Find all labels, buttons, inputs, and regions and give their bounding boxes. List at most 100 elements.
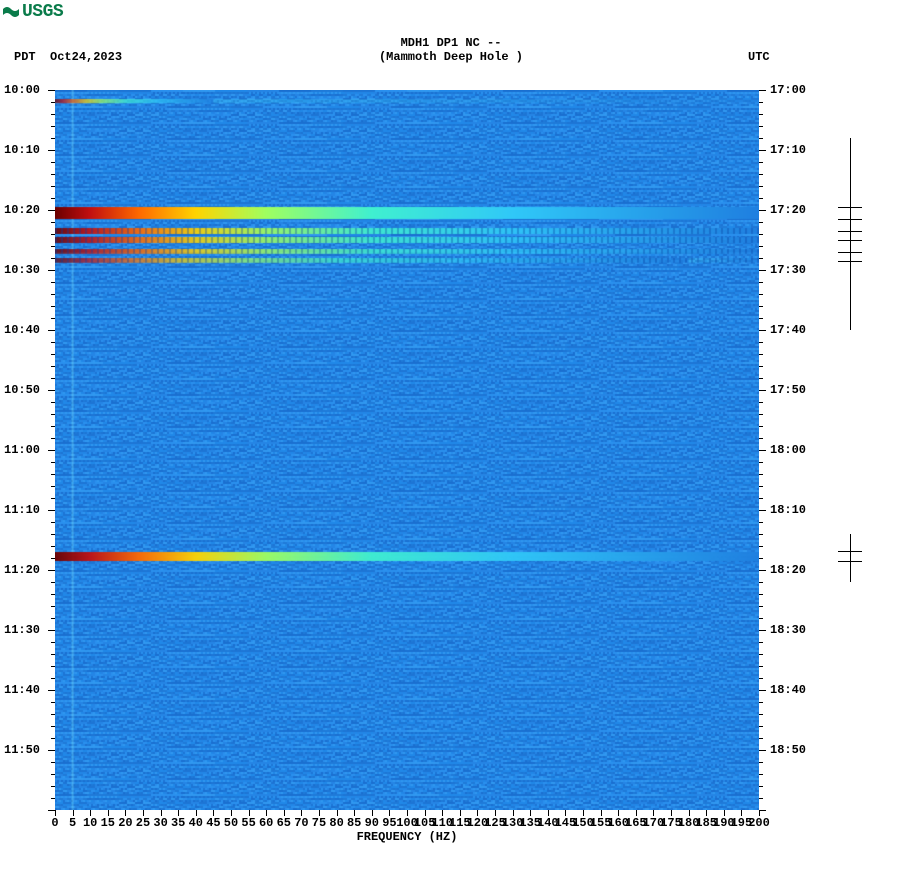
- spectrogram-plot: [55, 90, 759, 810]
- y-minor-tick: [51, 606, 55, 607]
- y-tick-right-label: 18:50: [770, 743, 806, 757]
- y-minor-tick: [51, 198, 55, 199]
- y-tick-left-label: 10:00: [4, 83, 40, 97]
- y-minor-tick: [51, 498, 55, 499]
- y-minor-tick: [51, 138, 55, 139]
- y-minor-tick: [51, 366, 55, 367]
- y-minor-tick: [759, 726, 763, 727]
- y-minor-tick: [759, 282, 763, 283]
- y-minor-tick: [759, 618, 763, 619]
- y-minor-tick: [759, 738, 763, 739]
- y-minor-tick: [759, 546, 763, 547]
- x-tick-label: 200: [748, 816, 770, 830]
- y-minor-tick: [759, 126, 763, 127]
- x-tick-label: 45: [206, 816, 220, 830]
- y-tick-mark: [759, 210, 766, 211]
- x-tick-label: 80: [329, 816, 343, 830]
- y-minor-tick: [759, 702, 763, 703]
- y-minor-tick: [51, 414, 55, 415]
- x-tick-label: 35: [171, 816, 185, 830]
- y-minor-tick: [759, 138, 763, 139]
- x-tick-label: 75: [312, 816, 326, 830]
- y-minor-tick: [759, 762, 763, 763]
- y-tick-left-label: 11:20: [4, 563, 40, 577]
- event-tick: [838, 240, 862, 241]
- y-minor-tick: [759, 474, 763, 475]
- y-minor-tick: [51, 774, 55, 775]
- y-minor-tick: [759, 306, 763, 307]
- y-tick-left-label: 11:40: [4, 683, 40, 697]
- spectrogram-canvas: [55, 90, 759, 810]
- y-tick-mark: [48, 690, 55, 691]
- y-minor-tick: [51, 618, 55, 619]
- event-group-line: [850, 534, 851, 582]
- x-tick-label: 20: [118, 816, 132, 830]
- y-tick-mark: [48, 810, 55, 811]
- event-tick: [838, 561, 862, 562]
- x-tick-label: 15: [101, 816, 115, 830]
- x-tick-label: 0: [51, 816, 58, 830]
- y-minor-tick: [51, 582, 55, 583]
- y-minor-tick: [759, 786, 763, 787]
- y-minor-tick: [51, 102, 55, 103]
- y-minor-tick: [51, 246, 55, 247]
- y-tick-mark: [759, 90, 766, 91]
- y-tick-mark: [48, 450, 55, 451]
- y-minor-tick: [759, 522, 763, 523]
- x-tick-label: 60: [259, 816, 273, 830]
- y-minor-tick: [51, 738, 55, 739]
- y-minor-tick: [51, 258, 55, 259]
- y-minor-tick: [759, 402, 763, 403]
- y-tick-right-label: 18:00: [770, 443, 806, 457]
- y-tick-right-label: 17:30: [770, 263, 806, 277]
- y-tick-mark: [48, 90, 55, 91]
- y-minor-tick: [759, 294, 763, 295]
- y-tick-right-label: 18:20: [770, 563, 806, 577]
- y-tick-right-label: 17:20: [770, 203, 806, 217]
- y-tick-right-label: 18:30: [770, 623, 806, 637]
- y-tick-mark: [759, 270, 766, 271]
- y-minor-tick: [51, 294, 55, 295]
- y-minor-tick: [759, 774, 763, 775]
- y-tick-mark: [48, 570, 55, 571]
- y-minor-tick: [759, 378, 763, 379]
- y-minor-tick: [759, 462, 763, 463]
- y-tick-mark: [759, 570, 766, 571]
- y-minor-tick: [51, 798, 55, 799]
- y-tick-right-label: 17:50: [770, 383, 806, 397]
- y-minor-tick: [759, 114, 763, 115]
- y-minor-tick: [51, 162, 55, 163]
- x-tick-label: 65: [277, 816, 291, 830]
- x-axis-label: FREQUENCY (HZ): [0, 830, 814, 844]
- y-tick-mark: [48, 390, 55, 391]
- event-group-line: [850, 138, 851, 330]
- x-tick-label: 95: [382, 816, 396, 830]
- y-minor-tick: [759, 678, 763, 679]
- y-minor-tick: [759, 342, 763, 343]
- y-minor-tick: [51, 642, 55, 643]
- y-minor-tick: [51, 426, 55, 427]
- y-minor-tick: [51, 786, 55, 787]
- timezone-left: PDT Oct24,2023: [14, 50, 122, 64]
- y-minor-tick: [51, 666, 55, 667]
- y-minor-tick: [51, 186, 55, 187]
- y-minor-tick: [51, 558, 55, 559]
- y-minor-tick: [759, 714, 763, 715]
- y-minor-tick: [51, 726, 55, 727]
- y-minor-tick: [51, 282, 55, 283]
- event-tick: [838, 261, 862, 262]
- y-minor-tick: [759, 606, 763, 607]
- y-tick-left-label: 10:10: [4, 143, 40, 157]
- y-tick-left-label: 10:30: [4, 263, 40, 277]
- y-tick-right-label: 17:10: [770, 143, 806, 157]
- x-tick-label: 30: [153, 816, 167, 830]
- y-minor-tick: [51, 678, 55, 679]
- y-tick-left-label: 11:00: [4, 443, 40, 457]
- y-minor-tick: [759, 198, 763, 199]
- y-minor-tick: [759, 558, 763, 559]
- y-minor-tick: [51, 462, 55, 463]
- y-tick-mark: [48, 210, 55, 211]
- y-minor-tick: [759, 642, 763, 643]
- y-minor-tick: [51, 474, 55, 475]
- y-minor-tick: [51, 126, 55, 127]
